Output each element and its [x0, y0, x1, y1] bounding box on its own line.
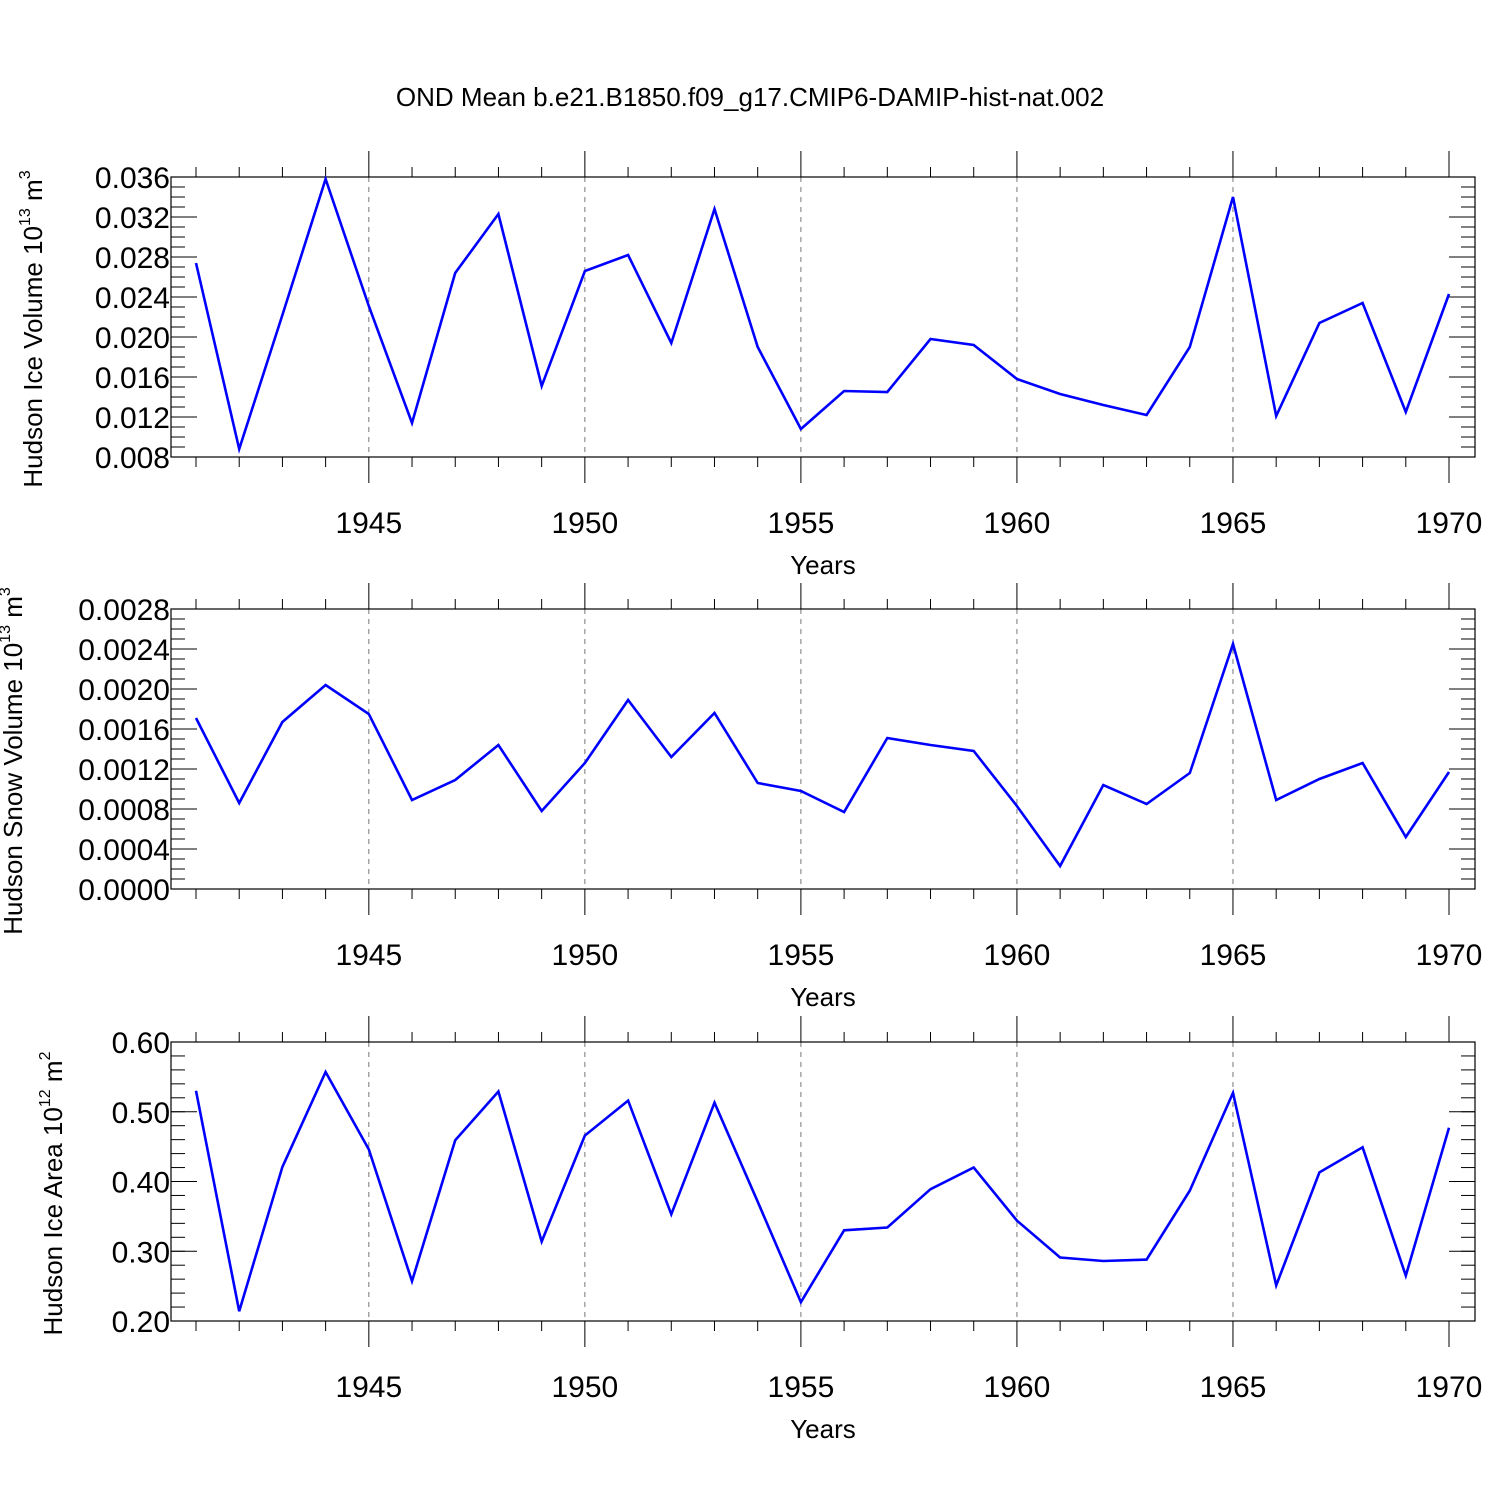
y-tick-label: 0.0000 — [78, 874, 170, 907]
panel-2: 1945 1950 1955 1960 1965 1970 0.0000 0.0004 0.00… — [0, 583, 1482, 1012]
plot-frame — [170, 176, 1476, 458]
y-axis-label: Hudson Ice Volume 1013 m3 — [17, 170, 48, 487]
y-tick-label: 0.012 — [95, 402, 170, 435]
y-tick-label: 0.0008 — [78, 794, 170, 827]
x-tick-label: 1950 — [551, 939, 618, 972]
y-tick-label: 0.20 — [112, 1306, 170, 1339]
x-tick-label: 1965 — [1200, 507, 1267, 540]
y-axis-label: Hudson Snow Volume 1013 m3 — [0, 587, 28, 935]
x-tick-label: 1945 — [335, 1371, 402, 1404]
x-tick-label: 1970 — [1416, 507, 1483, 540]
x-axis-label: Years — [790, 1414, 856, 1444]
x-tick-label: 1955 — [768, 939, 835, 972]
x-tick-label: 1965 — [1200, 939, 1267, 972]
y-tick-label: 0.0004 — [78, 834, 170, 867]
y-tick-label: 0.024 — [95, 282, 170, 315]
y-tick-label: 0.008 — [95, 442, 170, 475]
x-tick-label: 1960 — [984, 507, 1051, 540]
panel-3: 1945 1950 1955 1960 1965 1970 0.20 0.30 0.40 0.50… — [37, 1016, 1482, 1444]
x-tick-label: 1950 — [551, 507, 618, 540]
x-tick-label: 1945 — [335, 939, 402, 972]
series-line — [194, 639, 1451, 869]
y-tick-label: 0.0020 — [78, 674, 170, 707]
y-tick-label: 0.016 — [95, 362, 170, 395]
x-axis-label: Years — [790, 982, 856, 1012]
y-tick-label: 0.0012 — [78, 754, 170, 787]
x-tick-label: 1960 — [984, 1371, 1051, 1404]
panels: 1945 1950 1955 1960 1965 1970 0.008 0.012 0.016 0… — [0, 151, 1482, 1444]
x-tick-label: 1970 — [1416, 1371, 1483, 1404]
y-tick-label: 0.50 — [112, 1097, 170, 1130]
x-tick-label: 1960 — [984, 939, 1051, 972]
series-line — [194, 1069, 1451, 1312]
y-tick-label: 0.30 — [112, 1236, 170, 1269]
x-tick-label: 1945 — [335, 507, 402, 540]
series-line — [194, 174, 1451, 454]
y-tick-label: 0.0016 — [78, 714, 170, 747]
x-tick-label: 1965 — [1200, 1371, 1267, 1404]
y-tick-label: 0.0028 — [78, 594, 170, 627]
y-tick-label: 0.0024 — [78, 634, 170, 667]
y-tick-label: 0.020 — [95, 322, 170, 355]
plot-frame — [170, 608, 1476, 890]
plot-frame — [170, 1041, 1476, 1322]
x-tick-label: 1950 — [551, 1371, 618, 1404]
y-tick-label: 0.60 — [112, 1027, 170, 1060]
y-tick-label: 0.028 — [95, 242, 170, 275]
x-tick-label: 1970 — [1416, 939, 1483, 972]
y-tick-label: 0.032 — [95, 202, 170, 235]
y-tick-label: 0.40 — [112, 1167, 170, 1200]
y-axis-label: Hudson Ice Area 1012 m2 — [37, 1051, 68, 1335]
x-axis-label: Years — [790, 550, 856, 580]
x-tick-label: 1955 — [768, 1371, 835, 1404]
panel-1: 1945 1950 1955 1960 1965 1970 0.008 0.012 0.016 0… — [17, 151, 1482, 580]
figure-title: OND Mean b.e21.B1850.f09_g17.CMIP6-DAMIP… — [396, 82, 1104, 112]
y-tick-label: 0.036 — [95, 162, 170, 195]
x-tick-label: 1955 — [768, 507, 835, 540]
